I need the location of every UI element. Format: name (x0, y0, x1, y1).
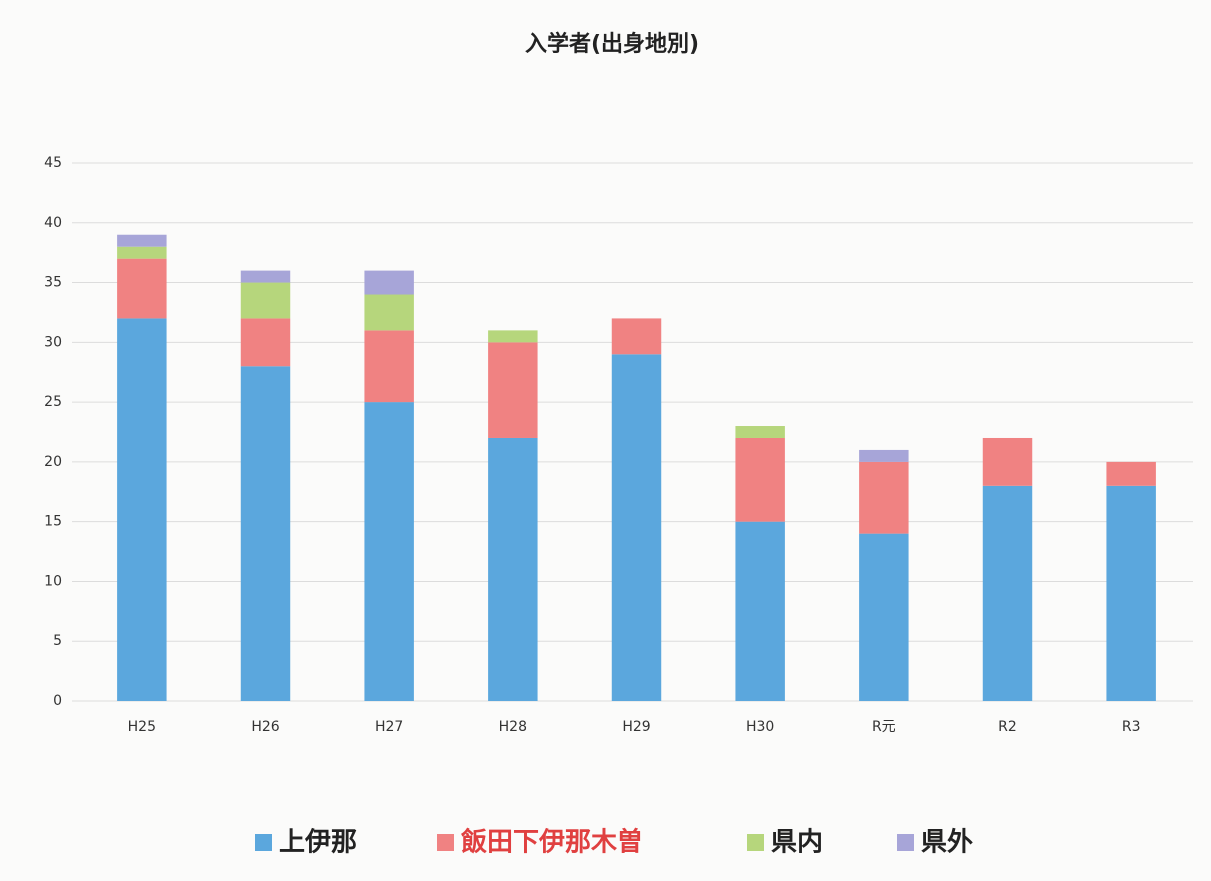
x-tick-label: R2 (998, 719, 1017, 735)
bar-segment (982, 485, 1033, 701)
bar-segment (364, 294, 414, 331)
bar-segment (611, 318, 662, 355)
bar-segment (735, 426, 785, 438)
y-tick-label: 20 (44, 454, 62, 470)
y-tick-label: 40 (44, 215, 62, 231)
y-tick-label: 30 (44, 334, 62, 350)
y-tick-label: 45 (44, 155, 62, 171)
bar-segment (1106, 485, 1156, 701)
bar-segment (117, 318, 167, 701)
legend-swatch (437, 834, 454, 851)
legend-swatch (255, 834, 272, 851)
bar-segment (611, 354, 662, 701)
x-tick-label: H27 (375, 719, 403, 735)
legend-swatch (747, 834, 764, 851)
bar-segment (735, 521, 785, 701)
legend-label: 上伊那 (279, 828, 357, 858)
bar-segment (488, 330, 538, 343)
y-tick-label: 25 (44, 394, 62, 410)
bar-segment (488, 342, 538, 438)
x-tick-label: R3 (1122, 719, 1141, 735)
legend-label: 県外 (921, 828, 973, 858)
bar-segment (117, 246, 167, 259)
x-tick-label: H28 (499, 719, 527, 735)
bar-segment (117, 234, 167, 247)
y-tick-label: 35 (44, 275, 62, 291)
legend-label: 飯田下伊那木曽 (461, 827, 643, 858)
bar-segment (859, 461, 909, 534)
bar-segment (240, 282, 291, 319)
bar-segment (488, 437, 538, 701)
x-tick-label: H29 (622, 719, 650, 735)
bar-segment (240, 366, 291, 701)
legend-label: 県内 (771, 828, 823, 858)
bar-segment (364, 330, 414, 403)
bar-segment (859, 533, 909, 701)
legend-swatch (897, 834, 914, 851)
bar-segment (364, 402, 414, 701)
y-tick-label: 10 (44, 573, 62, 589)
bar-segment (982, 437, 1033, 486)
x-tick-label: H26 (251, 719, 279, 735)
bar-segment (364, 270, 414, 295)
bar-segment (117, 258, 167, 319)
bar-segment (1106, 461, 1156, 486)
bar-segment (859, 449, 909, 462)
x-tick-label: H25 (128, 719, 156, 735)
chart-title: 入学者(出身地別) (525, 31, 699, 57)
y-tick-label: 5 (53, 633, 62, 649)
bar-segment (735, 437, 785, 522)
bar-segment (240, 270, 291, 283)
y-tick-label: 0 (53, 693, 62, 709)
bar-segment (240, 318, 291, 367)
y-tick-label: 15 (44, 514, 62, 530)
x-tick-label: H30 (746, 719, 774, 735)
x-tick-label: R元 (872, 719, 896, 735)
